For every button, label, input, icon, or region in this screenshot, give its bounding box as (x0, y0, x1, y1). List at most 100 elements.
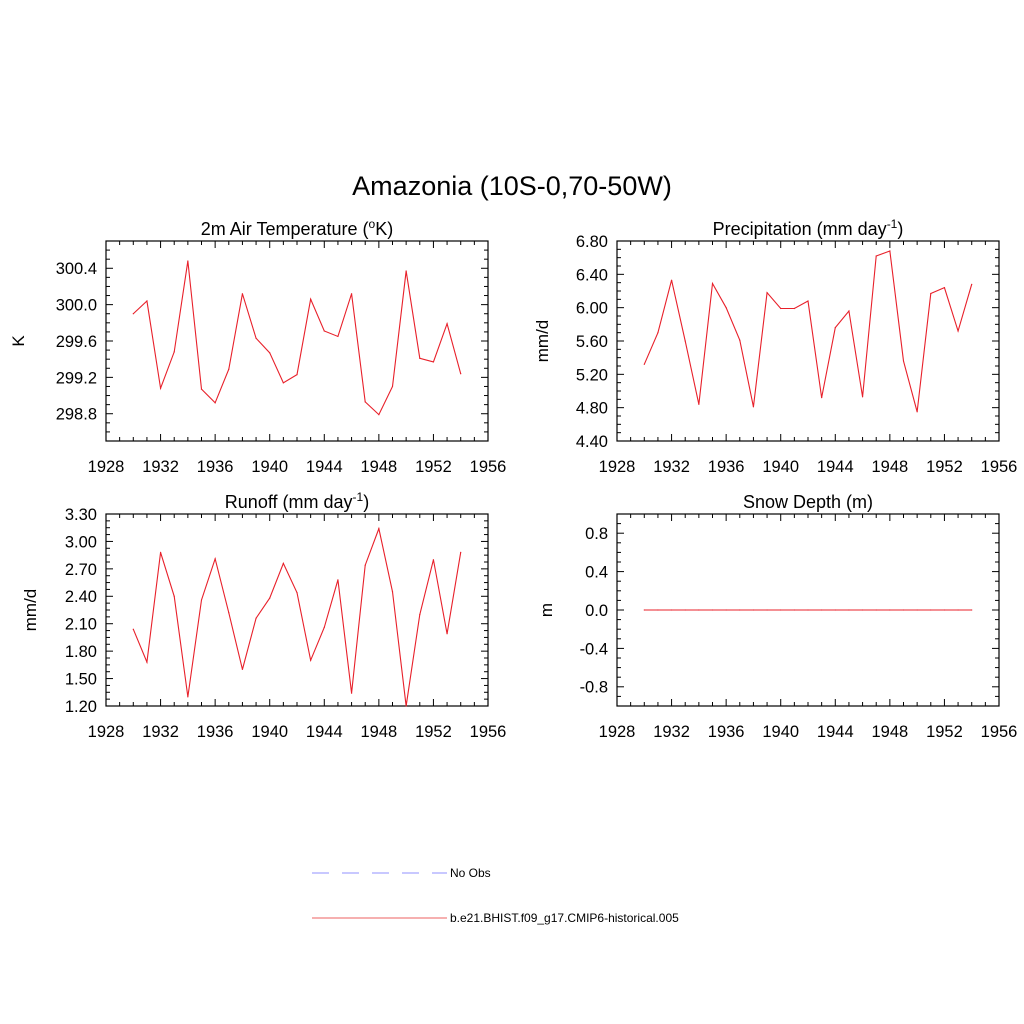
y-tick-label: 5.60 (576, 333, 608, 351)
data-point (957, 330, 959, 332)
x-tick-label: 1956 (470, 458, 507, 476)
y-tick-label: 5.20 (576, 366, 608, 384)
data-point (187, 696, 189, 698)
data-point (146, 661, 148, 663)
data-point (187, 260, 189, 262)
data-point (446, 633, 448, 635)
data-point (255, 617, 257, 619)
data-point (821, 397, 823, 399)
data-point (460, 373, 462, 375)
y-axis-label: mm/d (21, 589, 40, 632)
x-tick-label: 1932 (653, 723, 690, 741)
data-point (255, 337, 257, 339)
data-point (834, 327, 836, 329)
data-point (943, 609, 946, 611)
data-point (200, 599, 203, 601)
data-point (391, 385, 394, 388)
legend-label: No Obs (450, 866, 491, 880)
panel-title: Snow Depth (m) (743, 492, 873, 512)
data-point (323, 330, 325, 332)
data-point (643, 609, 645, 611)
x-tick-label: 1932 (142, 723, 179, 741)
y-tick-label: 4.40 (576, 433, 608, 451)
tick-marks (616, 240, 1000, 442)
x-tick-label: 1952 (926, 458, 963, 476)
x-tick-label: 1948 (360, 458, 397, 476)
y-tick-label: 3.00 (65, 533, 97, 551)
x-tick-label: 1956 (470, 723, 507, 741)
y-tick-label: 3.30 (65, 506, 97, 524)
y-tick-label: 4.80 (576, 400, 608, 418)
data-point (228, 612, 230, 614)
data-point (643, 363, 645, 365)
panel-3: Runoff (mm day-1) mm/d 1928 1932 1936 1940 194… (21, 490, 506, 741)
y-axis-label: K (9, 335, 28, 347)
y-tick-label: 6.80 (576, 233, 608, 251)
panel-1: 2m Air Temperature (oK) K 1928 1932 1936 1940… (9, 217, 506, 476)
x-tick-label: 1952 (415, 723, 452, 741)
panel-title-text: Runoff (mm day (225, 492, 353, 512)
x-tick-label: 1944 (306, 723, 343, 741)
data-point (310, 298, 312, 300)
series-line (132, 526, 462, 707)
data-point (132, 628, 134, 630)
data-point (159, 551, 162, 554)
y-axis-label: m (537, 603, 556, 617)
data-point (241, 668, 244, 671)
y-tick-label: 299.6 (56, 333, 97, 351)
data-point (848, 310, 850, 312)
data-point (378, 528, 380, 530)
plot-frame (105, 240, 489, 442)
data-point (875, 609, 877, 611)
panel-title-text-end: K) (375, 219, 393, 239)
data-point (310, 659, 312, 661)
data-point (752, 406, 755, 408)
data-point (725, 307, 727, 309)
data-point (391, 591, 394, 593)
data-point (902, 609, 905, 611)
x-tick-label: 1936 (708, 458, 745, 476)
data-point (766, 609, 768, 611)
panel-title-superscript: -1 (887, 217, 898, 231)
data-point (657, 609, 659, 611)
data-point (889, 609, 891, 611)
data-point (269, 597, 271, 599)
x-tick-label: 1948 (871, 458, 908, 476)
tick-marks (105, 513, 489, 707)
data-point (670, 279, 673, 281)
data-point (432, 559, 435, 561)
data-point (916, 411, 918, 413)
y-tick-label: 299.2 (56, 369, 97, 387)
panel-title-text-end: ) (897, 219, 903, 239)
tick-marks (616, 513, 1000, 707)
data-point (889, 250, 891, 252)
data-point (364, 564, 366, 566)
figure-title: Amazonia (10S-0,70-50W) (352, 171, 672, 201)
data-point (296, 592, 298, 594)
data-point (173, 351, 175, 353)
x-tick-label: 1940 (762, 723, 799, 741)
data-point (711, 282, 714, 285)
panels-group: 2m Air Temperature (oK) K 1928 1932 1936 1940… (9, 217, 1017, 741)
data-point (460, 551, 462, 554)
x-tick-label: 1936 (708, 723, 745, 741)
y-axis-label: mm/d (533, 320, 552, 363)
x-tick-label: 1952 (926, 723, 963, 741)
x-tick-label: 1932 (142, 458, 179, 476)
data-point (446, 323, 448, 325)
data-point (739, 609, 741, 611)
y-tick-label: 0.4 (585, 564, 608, 582)
data-point (752, 609, 755, 611)
y-tick-label: 300.0 (56, 297, 97, 315)
y-tick-label: 1.50 (65, 671, 97, 689)
panel-4: Snow Depth (m) m 1928 1932 1936 1940 1944 1948 1… (537, 492, 1017, 741)
data-point (364, 401, 366, 403)
data-point (793, 609, 795, 611)
data-point (875, 255, 877, 257)
panel-title: Precipitation (mm day-1) (713, 217, 904, 239)
data-point (282, 382, 284, 384)
data-point (200, 388, 203, 390)
data-point (173, 595, 175, 597)
